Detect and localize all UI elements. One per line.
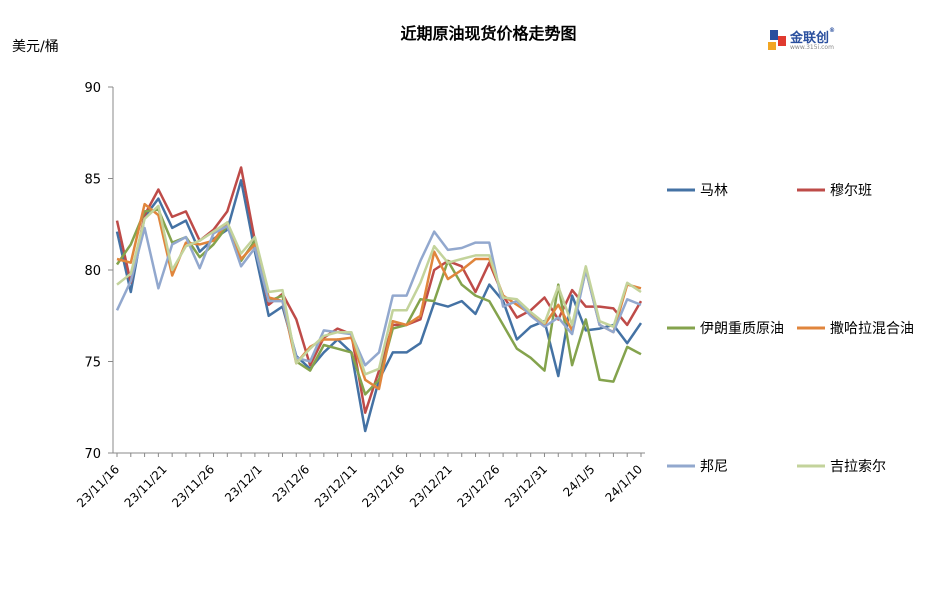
- x-tick-label: 23/11/26: [169, 462, 217, 510]
- x-tick-label: 23/11/21: [122, 462, 170, 510]
- legend-label: 邦尼: [700, 459, 728, 475]
- legend-label: 吉拉索尔: [830, 458, 886, 475]
- brand-logo: 金联创® www.315i.com: [766, 24, 856, 58]
- x-tick-label: 24/1/10: [603, 462, 646, 505]
- x-tick-label: 23/12/31: [502, 462, 550, 510]
- legend-label: 马林: [700, 183, 728, 199]
- legend-label: 撒哈拉混合油: [830, 321, 914, 337]
- x-tick-label: 23/12/26: [454, 462, 502, 510]
- logo-icon: [768, 30, 786, 50]
- x-tick-label: 23/12/16: [359, 462, 407, 510]
- x-tick-label: 23/12/11: [312, 462, 360, 510]
- legend-label: 穆尔班: [830, 183, 872, 199]
- y-tick-label: 85: [84, 173, 101, 188]
- x-tick-label: 23/12/21: [407, 462, 455, 510]
- legend-label: 伊朗重质原油: [700, 321, 784, 337]
- chart-title: 近期原油现货价格走势图: [400, 24, 577, 43]
- x-tick-label: 23/12/6: [270, 462, 313, 505]
- series-line-5: [115, 224, 642, 367]
- x-tick-label: 23/11/16: [74, 462, 122, 510]
- y-tick-label: 75: [84, 356, 101, 371]
- y-axis-unit-label: 美元/桶: [12, 39, 59, 55]
- x-tick-label: 23/12/1: [222, 462, 265, 505]
- series-line-4: [116, 202, 642, 391]
- series-line-6: [116, 204, 642, 376]
- y-tick-label: 90: [84, 81, 101, 96]
- y-tick-label: 80: [84, 264, 101, 279]
- x-tick-label: 24/1/5: [560, 462, 597, 499]
- series-layer: [115, 166, 643, 433]
- y-tick-label: 70: [84, 447, 101, 462]
